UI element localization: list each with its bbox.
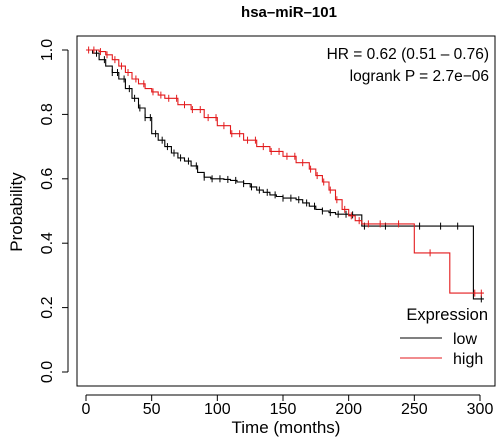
y-axis: 0.0 0.2 0.4 0.6 0.8 1.0 <box>39 39 69 383</box>
legend-title: Expression <box>406 306 488 324</box>
series-low <box>86 49 484 303</box>
x-tick-label: 50 <box>143 401 161 418</box>
x-tick-label: 100 <box>204 401 231 418</box>
survival-curves <box>86 46 484 303</box>
y-axis-label: Probability <box>7 172 26 252</box>
y-tick-label: 0.8 <box>39 103 56 125</box>
x-tick-label: 0 <box>82 401 91 418</box>
y-tick-label: 1.0 <box>39 39 56 61</box>
y-tick-label: 0.6 <box>39 168 56 190</box>
legend-label-high: high <box>453 351 483 368</box>
x-tick-label: 250 <box>401 401 428 418</box>
logrank-p-annotation: logrank P = 2.7e−06 <box>350 68 489 85</box>
survival-curve-high <box>86 49 484 294</box>
x-axis: 0 50 100 150 200 250 300 <box>82 394 494 418</box>
x-tick-label: 150 <box>270 401 297 418</box>
x-tick-label: 300 <box>467 401 494 418</box>
y-tick-label: 0.0 <box>39 361 56 383</box>
y-tick-label: 0.4 <box>39 232 56 254</box>
y-tick-label: 0.2 <box>39 296 56 318</box>
series-high <box>86 46 484 297</box>
plot-frame <box>76 35 496 387</box>
chart-title: hsa–miR–101 <box>241 4 337 21</box>
legend: Expression low high <box>400 306 488 368</box>
legend-label-low: low <box>453 331 477 348</box>
x-axis-label: Time (months) <box>232 418 341 437</box>
survival-curve-low <box>86 49 484 300</box>
hazard-ratio-annotation: HR = 0.62 (0.51 – 0.76) <box>327 46 489 63</box>
x-tick-label: 200 <box>335 401 362 418</box>
